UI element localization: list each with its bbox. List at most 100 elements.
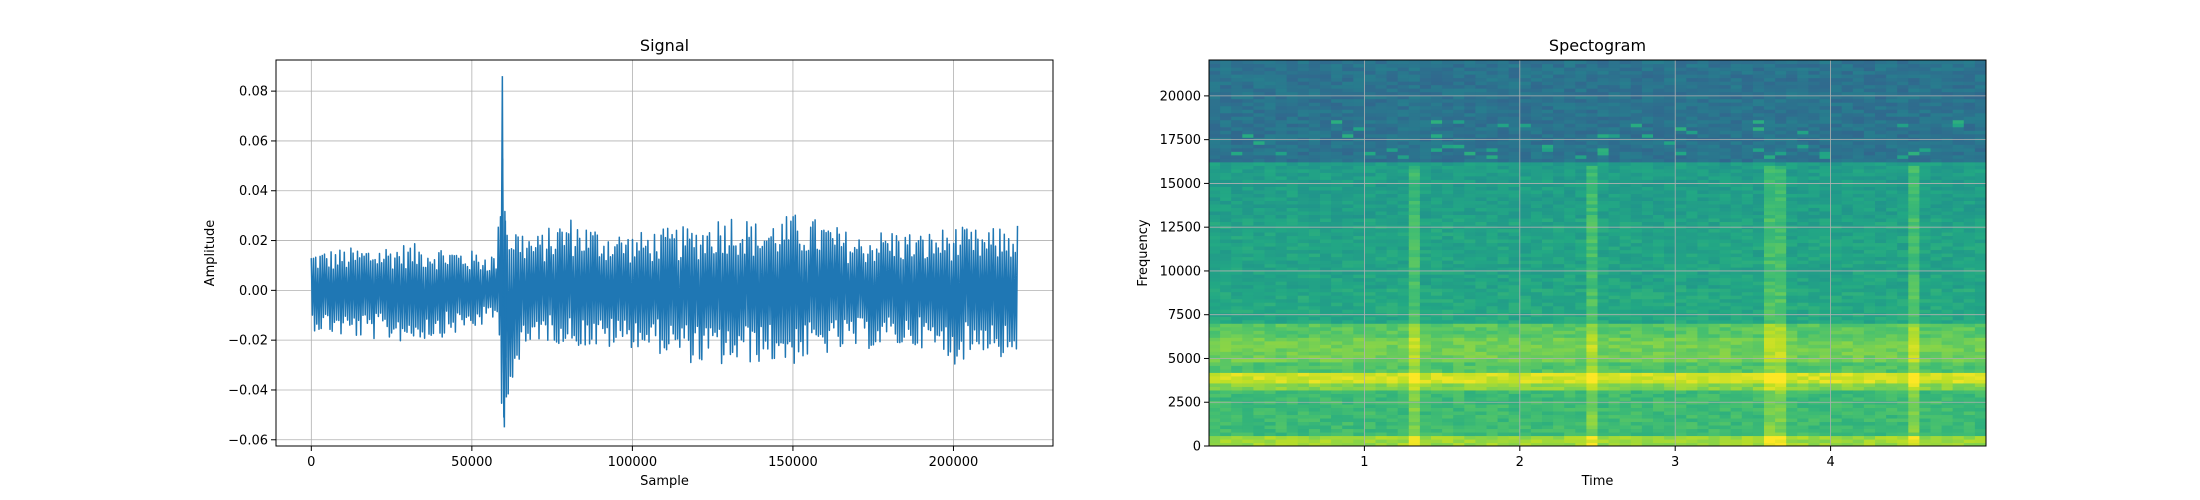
spectrogram-cell	[1419, 396, 1432, 401]
spectrogram-cell	[1619, 235, 1632, 240]
spectrogram-cell	[1331, 119, 1343, 124]
spectrogram-cell	[1519, 386, 1532, 391]
spectrogram-cell	[1641, 217, 1654, 223]
spectrogram-cell	[1464, 435, 1476, 440]
spectrogram-cell	[1519, 196, 1532, 201]
spectrogram-cell	[1697, 323, 1710, 328]
spectrogram-cell	[1331, 365, 1343, 370]
spectrogram-cell	[1408, 77, 1421, 82]
spectrogram-cell	[1664, 210, 1676, 215]
spectrogram-cell	[1497, 417, 1510, 423]
spectrogram-cell	[1464, 302, 1476, 307]
spectrogram-cell	[1297, 126, 1310, 131]
spectrogram-cell	[1575, 407, 1587, 412]
spectrogram-cell	[1542, 305, 1554, 310]
spectrogram-cell	[1542, 91, 1554, 96]
spectrogram-cell	[1253, 140, 1266, 145]
spectrogram-cell	[1275, 74, 1288, 79]
spectrogram-cell	[1231, 60, 1243, 65]
spectrogram-cell	[1375, 154, 1388, 159]
spectrogram-cell	[1364, 179, 1377, 184]
spectrogram-cell	[1553, 235, 1565, 240]
spectrogram-cell	[1453, 368, 1465, 373]
spectrogram-cell	[1253, 245, 1266, 251]
spectrogram-cell	[1586, 70, 1599, 75]
spectrogram-cell	[1253, 95, 1266, 100]
spectrogram-cell	[1242, 242, 1254, 247]
spectrogram-cell	[1320, 189, 1332, 194]
spectrogram-cell	[1275, 207, 1288, 212]
spectrogram-cell	[1675, 182, 1687, 187]
spectrogram-cell	[1364, 284, 1377, 289]
spectrogram-cell	[1453, 182, 1465, 187]
spectrogram-cell	[1553, 428, 1565, 433]
spectrogram-cell	[1386, 319, 1399, 324]
spectrogram-cell	[1497, 140, 1510, 145]
spectrogram-cell	[1597, 438, 1610, 444]
spectrogram-cell	[1342, 91, 1354, 96]
spectrogram-cell	[1231, 126, 1243, 131]
spectrogram-cell	[1464, 428, 1476, 433]
spectrogram-cell	[1386, 130, 1399, 135]
spectrogram-cell	[1375, 326, 1388, 331]
spectrogram-cell	[1308, 253, 1321, 258]
spectrogram-cell	[1320, 81, 1332, 86]
spectrogram-cell	[1342, 105, 1354, 110]
spectrogram-cell	[1331, 207, 1343, 212]
spectrogram-cell	[1364, 200, 1377, 205]
spectrogram-cell	[1353, 267, 1365, 272]
spectrogram-cell	[1475, 417, 1488, 423]
spectrogram-cell	[1220, 326, 1232, 331]
spectrogram-cell	[1497, 361, 1510, 366]
spectrogram-cell	[1508, 172, 1521, 177]
spectrogram-cell	[1286, 189, 1299, 194]
spectrogram-cell	[1508, 302, 1521, 307]
spectrogram-cell	[1697, 158, 1710, 163]
spectrogram-cell	[1331, 182, 1343, 187]
spectrogram-cell	[1275, 361, 1288, 366]
spectrogram-cell	[1464, 221, 1476, 226]
spectrogram-cell	[1475, 421, 1488, 426]
spectrogram-cell	[1297, 414, 1310, 419]
spectrogram-cell	[1353, 291, 1365, 296]
spectrogram-cell	[1464, 305, 1476, 310]
spectrogram-cell	[1297, 302, 1310, 307]
spectrogram-cell	[1275, 372, 1288, 377]
spectrogram-cell	[1253, 77, 1266, 82]
spectrogram-cell	[1464, 288, 1476, 293]
spectrogram-cell	[1497, 323, 1510, 328]
spectrogram-cell	[1575, 284, 1587, 289]
spectrogram-cell	[1275, 84, 1288, 89]
spectrogram-cell	[1431, 60, 1443, 65]
spectrogram-cell	[1453, 277, 1465, 282]
spectrogram-cell	[1575, 298, 1587, 303]
spectrogram-cell	[1275, 70, 1288, 75]
spectrogram-cell	[1364, 77, 1377, 82]
spectrogram-cell	[1508, 151, 1521, 156]
spectrogram-cell	[1286, 165, 1299, 170]
spectrogram-cell	[1608, 242, 1621, 247]
spectrogram-cell	[1630, 316, 1643, 321]
spectrogram-cell	[1220, 214, 1232, 219]
spectrogram-cell	[1497, 270, 1510, 275]
spectrogram-cell	[1464, 133, 1476, 138]
spectrogram-cell	[1397, 203, 1410, 208]
spectrogram-cell	[1442, 424, 1454, 430]
spectrogram-cell	[1675, 344, 1687, 349]
spectrogram-cell	[1453, 410, 1465, 416]
spectrogram-cell	[1431, 172, 1443, 177]
spectrogram-cell	[1508, 358, 1521, 363]
spectrogram-cell	[1286, 203, 1299, 208]
spectrogram-cell	[1664, 231, 1676, 237]
spectrogram-cell	[1308, 344, 1321, 349]
spectrogram-cell	[1431, 305, 1443, 310]
spectrogram-cell	[1253, 330, 1266, 335]
spectrogram-cell	[1308, 305, 1321, 310]
spectrogram-cell	[1530, 70, 1543, 75]
spectrogram-cell	[1486, 168, 1499, 173]
spectrogram-cell	[1431, 424, 1443, 430]
spectrogram-cell	[1475, 438, 1488, 444]
spectrogram-cell	[1442, 340, 1454, 345]
spectrogram-cell	[1686, 130, 1698, 135]
spectrogram-cell	[1220, 158, 1232, 163]
